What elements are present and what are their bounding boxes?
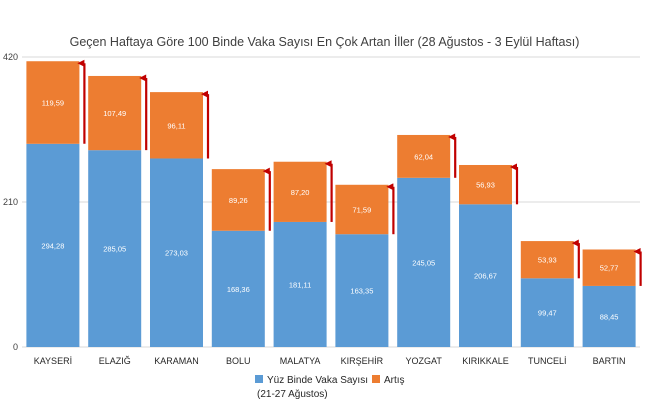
data-label-increase: 62,04 — [414, 152, 433, 161]
legend-label-case-rate-period: (21-27 Ağustos) — [257, 389, 328, 400]
data-label-case-rate: 163,35 — [350, 287, 373, 296]
data-label-increase: 89,26 — [229, 196, 248, 205]
bar-segment-increase — [459, 164, 512, 205]
data-label-increase: 56,93 — [476, 181, 495, 190]
data-label-increase: 107,49 — [103, 109, 126, 118]
data-label-increase: 87,20 — [291, 188, 310, 197]
legend-item-increase: Artış — [372, 375, 405, 386]
y-tick-label: 420 — [3, 52, 18, 62]
category-label: TUNCELİ — [528, 356, 567, 366]
data-label-increase: 119,59 — [42, 99, 64, 108]
category-label: KAYSERİ — [34, 356, 72, 366]
bar-segment-case-rate — [211, 230, 265, 347]
data-label-case-rate: 294,28 — [41, 241, 64, 250]
bar-segment-case-rate — [520, 278, 574, 347]
legend-label-case-rate: Yüz Binde Vaka Sayısı — [267, 375, 368, 386]
data-label-case-rate: 181,11 — [289, 280, 311, 289]
bar-segment-case-rate — [273, 221, 327, 347]
data-label-case-rate: 88,45 — [600, 312, 619, 321]
data-label-case-rate: 273,03 — [165, 249, 188, 258]
data-label-case-rate: 245,05 — [412, 258, 435, 267]
y-tick-label: 0 — [13, 342, 18, 352]
y-tick-label: 210 — [3, 197, 18, 207]
bar-series: 294,28 119,59 285,05 107,49 273,03 96,11 168,3… — [26, 61, 636, 347]
data-label-increase: 52,77 — [600, 264, 619, 273]
data-label-increase: 96,11 — [167, 121, 185, 130]
bar-segment-case-rate — [88, 150, 142, 347]
bar-segment-increase — [88, 75, 142, 151]
data-label-case-rate: 285,05 — [103, 245, 126, 254]
data-label-case-rate: 168,36 — [227, 285, 250, 294]
bar-segment-case-rate — [582, 285, 636, 347]
category-label: KIRIKKALE — [462, 356, 509, 366]
data-label-increase: 53,93 — [538, 256, 557, 265]
bar-segment-case-rate — [397, 177, 451, 347]
category-label: KIRŞEHİR — [341, 356, 384, 366]
data-label-case-rate: 99,47 — [538, 309, 557, 318]
increase-arrows — [77, 59, 642, 286]
category-label: KARAMAN — [154, 356, 199, 366]
category-label: MALATYA — [280, 356, 321, 366]
data-label-case-rate: 206,67 — [474, 272, 497, 281]
legend-item-case-rate: Yüz Binde Vaka Sayısı (21-27 Ağustos) — [255, 375, 368, 400]
bar-segment-increase — [397, 134, 451, 178]
bar-segment-increase — [26, 61, 80, 144]
bar-segment-case-rate — [150, 158, 203, 347]
bar-segment-case-rate — [459, 204, 512, 347]
bar-segment-increase — [273, 161, 327, 222]
category-label: BARTIN — [593, 356, 626, 366]
bar-segment-increase — [582, 249, 636, 286]
legend-swatch-orange — [372, 375, 380, 383]
y-axis-tick-labels: 0 210 420 — [3, 52, 18, 352]
category-label: BOLU — [226, 356, 251, 366]
bar-segment-increase — [150, 92, 203, 159]
bar-segment-increase — [335, 184, 389, 235]
category-label: ELAZIĞ — [99, 356, 131, 366]
bar-segment-case-rate — [335, 234, 389, 347]
category-label: YOZGAT — [406, 356, 443, 366]
bar-segment-increase — [520, 241, 574, 279]
bar-segment-case-rate — [26, 143, 80, 347]
bar-segment-increase — [211, 169, 265, 231]
data-label-increase: 71,59 — [353, 205, 372, 214]
category-labels: KAYSERİ ELAZIĞ KARAMAN BOLU MALATYA KIRŞEHİR Y… — [34, 356, 626, 366]
legend-swatch-blue — [255, 375, 263, 383]
chart-title: Geçen Haftaya Göre 100 Binde Vaka Sayısı… — [69, 35, 580, 49]
legend-label-increase: Artış — [384, 375, 405, 386]
